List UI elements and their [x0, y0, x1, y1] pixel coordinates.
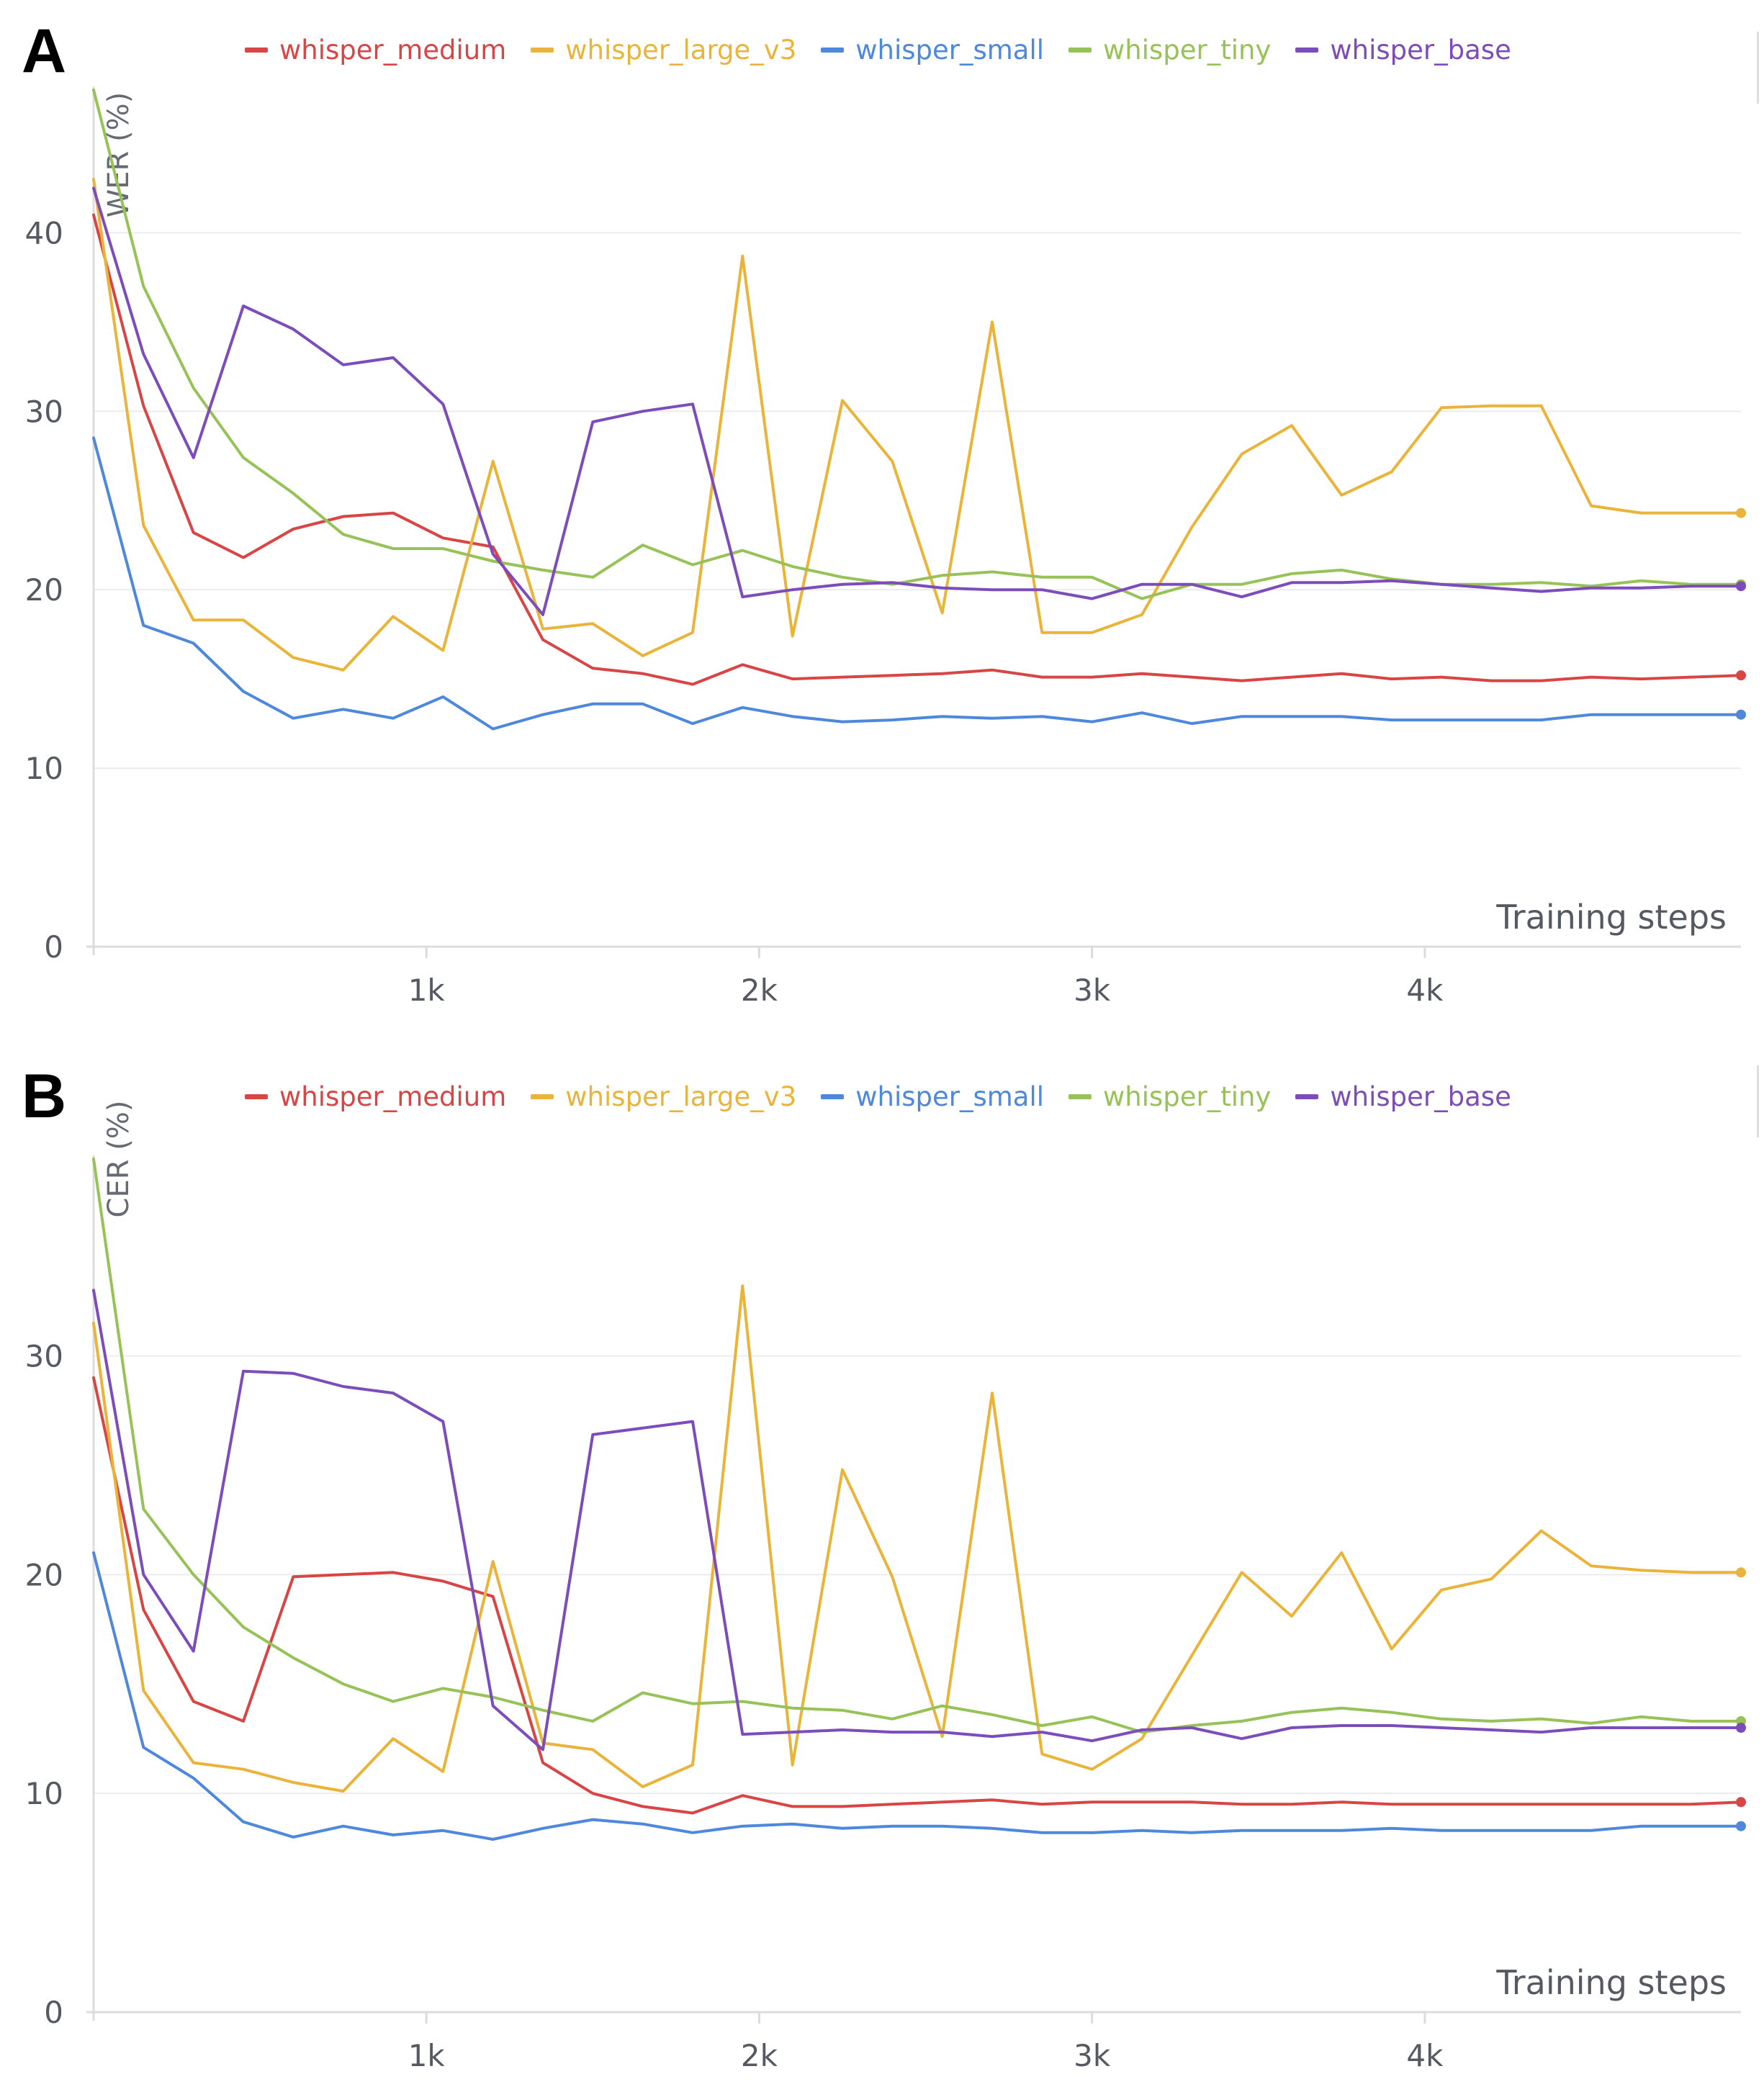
- legend-label: whisper_small: [855, 35, 1045, 66]
- legend-item-whisper-small[interactable]: whisper_small: [821, 1081, 1044, 1112]
- legend-swatch: [245, 1094, 268, 1099]
- series-line-whisper-medium: [92, 213, 1742, 686]
- legend-label: whisper_medium: [279, 1081, 507, 1112]
- legend-label: whisper_small: [855, 1081, 1045, 1112]
- legend-swatch: [531, 1094, 554, 1099]
- y-tick-label: 10: [25, 1776, 63, 1811]
- y-tick-label: 30: [25, 394, 63, 429]
- legend: whisper_medium whisper_large_v3 whisper_…: [245, 1081, 1764, 1112]
- series-line-whisper-large-v3: [92, 1284, 1742, 1793]
- legend-swatch: [1068, 1094, 1092, 1099]
- panel-edge-divider: [1757, 1065, 1759, 1137]
- legend-label: whisper_large_v3: [565, 1081, 797, 1112]
- series-end-point-whisper-medium: [1736, 1797, 1746, 1808]
- cer-chart: 0 10 20 30 1k 2k 3k 4k Training steps CER (%): [25, 1101, 1746, 2073]
- legend-swatch: [1295, 1094, 1319, 1099]
- series-end-point-whisper-large-v3: [1736, 1567, 1746, 1578]
- series-end-point-whisper-base: [1736, 581, 1746, 592]
- series-line-whisper-small: [92, 436, 1742, 731]
- legend: whisper_medium whisper_large_v3 whisper_…: [245, 35, 1764, 66]
- x-tick-label: 1k: [408, 973, 446, 1008]
- series-line-whisper-small: [92, 1551, 1742, 1841]
- y-tick-label: 20: [25, 1557, 63, 1592]
- series-end-point-whisper-small: [1736, 1821, 1746, 1831]
- legend-label: whisper_tiny: [1103, 35, 1272, 66]
- legend-label: whisper_tiny: [1103, 1081, 1272, 1112]
- x-tick-label: 2k: [741, 2038, 778, 2073]
- panel-label: B: [22, 1062, 67, 1131]
- series-line-whisper-tiny: [92, 89, 1742, 600]
- series-line-whisper-base: [92, 186, 1742, 616]
- series-end-point-whisper-large-v3: [1736, 508, 1746, 518]
- series-end-point-whisper-base: [1736, 1723, 1746, 1733]
- legend-item-whisper-base[interactable]: whisper_base: [1295, 35, 1511, 66]
- x-axis-title: Training steps: [1495, 898, 1727, 937]
- legend-item-whisper-small[interactable]: whisper_small: [821, 35, 1044, 66]
- legend-item-whisper-medium[interactable]: whisper_medium: [245, 35, 506, 66]
- y-tick-label: 0: [44, 929, 63, 965]
- legend-item-whisper-base[interactable]: whisper_base: [1295, 1081, 1511, 1112]
- y-tick-label: 20: [25, 572, 63, 608]
- x-tick-label: 1k: [408, 2038, 446, 2073]
- legend-item-whisper-tiny[interactable]: whisper_tiny: [1068, 35, 1271, 66]
- x-axis-title: Training steps: [1495, 1963, 1727, 2002]
- panel-a: 0 10 20 30 40 1k 2k 3k 4k Training steps WER (%) A…: [0, 0, 1764, 1044]
- legend-item-whisper-tiny[interactable]: whisper_tiny: [1068, 1081, 1271, 1112]
- y-axis-title: CER (%): [102, 1101, 135, 1218]
- legend-swatch: [821, 48, 845, 53]
- panel-edge-divider: [1757, 32, 1759, 104]
- x-tick-label: 4k: [1406, 2038, 1444, 2073]
- legend-item-whisper-large-v3[interactable]: whisper_large_v3: [531, 35, 796, 66]
- y-tick-label: 30: [25, 1338, 63, 1374]
- legend-swatch: [1295, 48, 1319, 53]
- series-line-whisper-medium: [92, 1376, 1742, 1815]
- x-tick-label: 3k: [1074, 2038, 1111, 2073]
- x-tick-label: 2k: [741, 973, 778, 1008]
- legend-swatch: [245, 48, 268, 53]
- legend-swatch: [1068, 48, 1092, 53]
- legend-item-whisper-large-v3[interactable]: whisper_large_v3: [531, 1081, 796, 1112]
- series-end-point-whisper-small: [1736, 709, 1746, 720]
- legend-label: whisper_medium: [279, 35, 507, 66]
- y-tick-label: 40: [25, 215, 63, 251]
- legend-swatch: [821, 1094, 845, 1099]
- x-tick-label: 3k: [1074, 973, 1111, 1008]
- legend-label: whisper_base: [1330, 1081, 1511, 1112]
- legend-swatch: [531, 48, 554, 53]
- legend-item-whisper-medium[interactable]: whisper_medium: [245, 1081, 506, 1112]
- panel-b: 0 10 20 30 1k 2k 3k 4k Training steps CER (%) B w…: [0, 1065, 1764, 2092]
- series-end-point-whisper-medium: [1736, 670, 1746, 681]
- series-line-whisper-tiny: [92, 1158, 1742, 1734]
- y-tick-label: 10: [25, 751, 63, 786]
- panel-label: A: [22, 17, 67, 86]
- y-tick-label: 0: [44, 1995, 63, 2030]
- legend-label: whisper_base: [1330, 35, 1511, 66]
- x-tick-label: 4k: [1406, 973, 1444, 1008]
- y-axis-title: WER (%): [102, 92, 135, 218]
- wer-chart: 0 10 20 30 40 1k 2k 3k 4k Training steps WER (%): [25, 86, 1746, 1008]
- series-line-whisper-base: [92, 1289, 1742, 1751]
- series-line-whisper-large-v3: [92, 178, 1742, 672]
- legend-label: whisper_large_v3: [565, 35, 797, 66]
